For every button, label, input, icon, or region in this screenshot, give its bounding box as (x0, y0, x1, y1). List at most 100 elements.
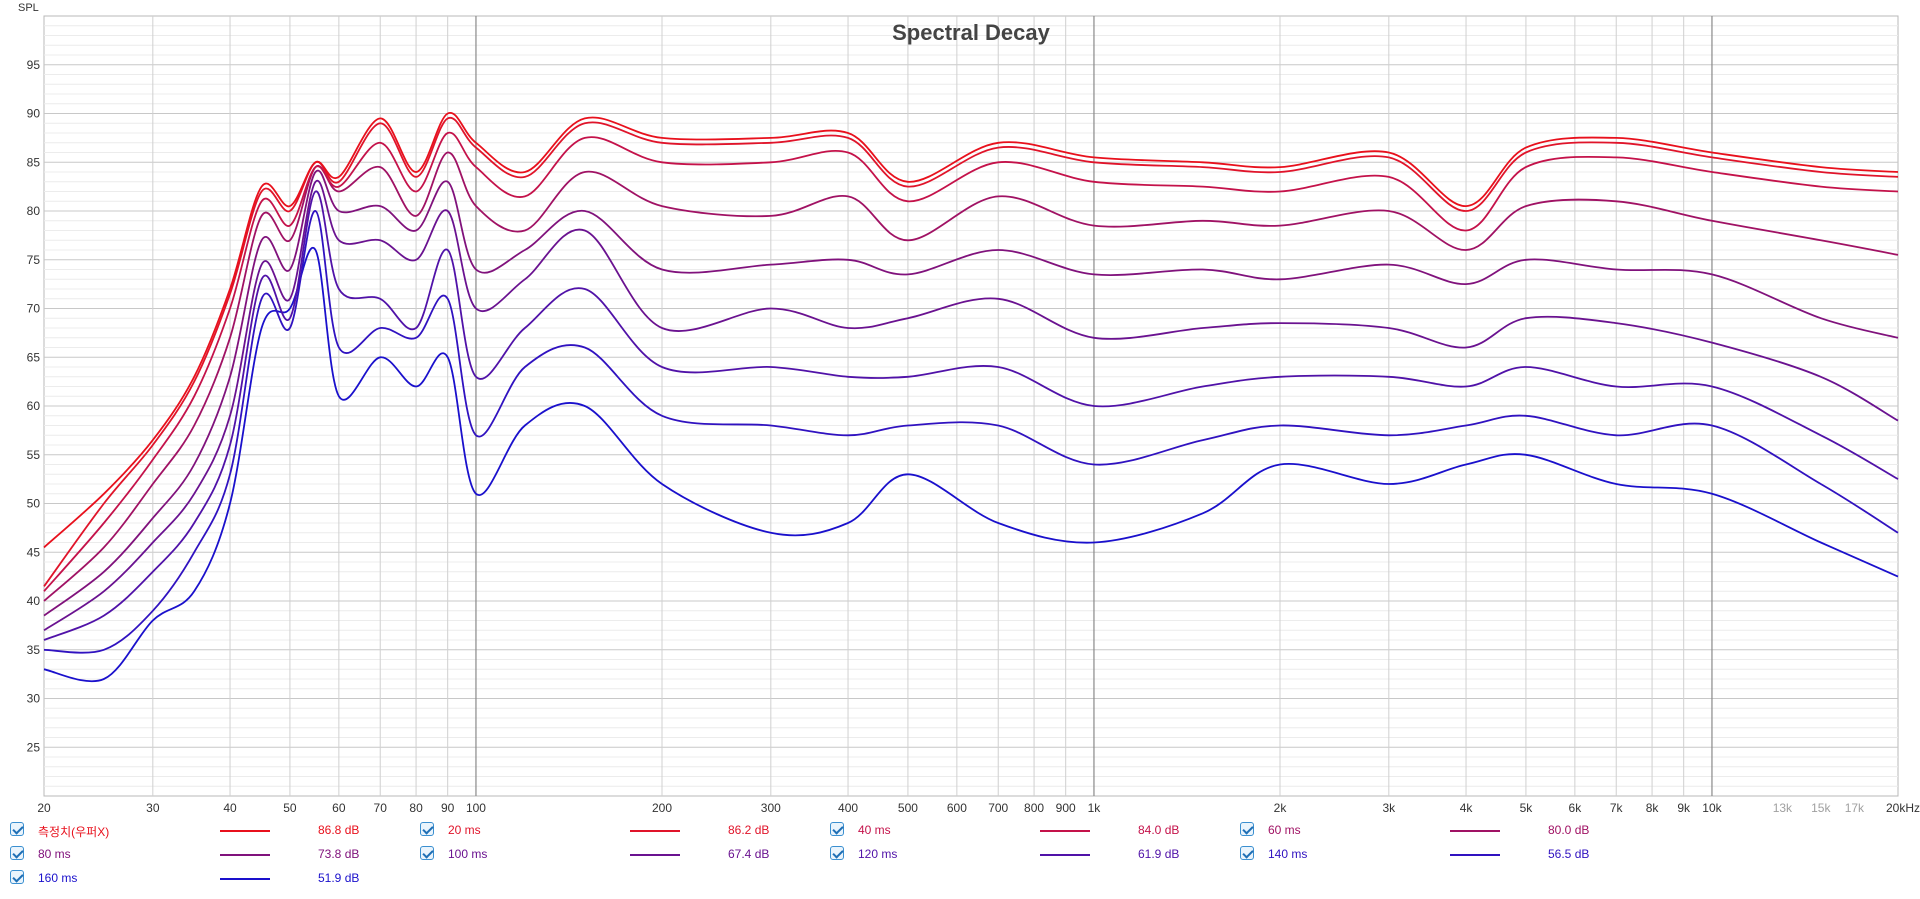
legend-checkbox[interactable] (1240, 822, 1254, 836)
y-tick-label: 45 (27, 545, 41, 559)
x-tick-label: 900 (1056, 801, 1076, 815)
legend-item[interactable]: 120 ms 61.9 dB (830, 844, 1230, 864)
series-line (43, 190, 1899, 641)
legend-checkbox[interactable] (420, 846, 434, 860)
legend-checkbox[interactable] (10, 870, 24, 884)
y-tick-label: 65 (27, 350, 41, 364)
legend-checkbox[interactable] (10, 846, 24, 860)
y-tick-label: 70 (27, 302, 41, 316)
spectral-decay-chart: 25 30 35 40 45 50 55 60 65 70 75 80 85 90 95 20 30 40 50 60… (18, 2, 1920, 815)
legend-series-name: 160 ms (38, 871, 78, 885)
legend-item[interactable]: 60 ms 80.0 dB (1240, 820, 1640, 840)
x-tick-label: 30 (146, 801, 160, 815)
x-tick-label: 20 (37, 801, 51, 815)
legend-series-name: 100 ms (448, 847, 488, 861)
y-axis-label: SPL (18, 2, 39, 14)
legend-item[interactable]: 측정치(우퍼X) 86.8 dB (10, 820, 410, 840)
series-line (43, 179, 1899, 632)
y-tick-label: 50 (27, 497, 41, 511)
legend-item[interactable]: 100 ms 67.4 dB (420, 844, 820, 864)
legend-series-name: 120 ms (858, 847, 898, 861)
series-line (43, 169, 1899, 617)
x-tick-label: 100 (466, 801, 486, 815)
legend: 측정치(우퍼X) 86.8 dB 20 ms 86.2 dB 40 ms 84.0 dB 6… (0, 816, 1920, 899)
y-tick-label: 55 (27, 448, 41, 462)
legend-item[interactable]: 20 ms 86.2 dB (420, 820, 820, 840)
x-tick-label: 60 (332, 801, 346, 815)
legend-series-name: 60 ms (1268, 823, 1301, 837)
legend-series-value: 80.0 dB (1548, 823, 1590, 837)
legend-series-value: 67.4 dB (728, 847, 770, 861)
y-tick-label: 90 (27, 107, 41, 121)
x-tick-label: 2k (1274, 801, 1288, 815)
x-tick-label: 10k (1702, 801, 1722, 815)
legend-item[interactable]: 140 ms 56.5 dB (1240, 844, 1640, 864)
legend-swatch-line (1450, 854, 1500, 856)
chart-title: Spectral Decay (892, 20, 1051, 45)
legend-series-value: 86.8 dB (318, 823, 360, 837)
x-tick-label: 4k (1460, 801, 1474, 815)
legend-series-value: 73.8 dB (318, 847, 360, 861)
legend-series-name: 40 ms (858, 823, 891, 837)
legend-series-name: 20 ms (448, 823, 481, 837)
legend-series-name: 140 ms (1268, 847, 1308, 861)
x-tick-label: 15k (1811, 801, 1831, 815)
legend-item[interactable]: 80 ms 73.8 dB (10, 844, 410, 864)
y-tick-label: 80 (27, 204, 41, 218)
series-layer (43, 112, 1899, 683)
y-tick-label: 60 (27, 399, 41, 413)
legend-series-value: 51.9 dB (318, 871, 360, 885)
legend-series-name: 80 ms (38, 847, 71, 861)
legend-swatch-line (1040, 854, 1090, 856)
y-tick-label: 40 (27, 594, 41, 608)
legend-item[interactable]: 40 ms 84.0 dB (830, 820, 1230, 840)
legend-swatch-line (1450, 830, 1500, 832)
x-tick-label: 70 (374, 801, 388, 815)
x-tick-label: 13k (1773, 801, 1793, 815)
x-tick-label: 17k (1845, 801, 1865, 815)
x-tick-label: 50 (283, 801, 297, 815)
x-tick-label: 400 (838, 801, 858, 815)
x-tick-label: 700 (988, 801, 1008, 815)
x-tick-label: 600 (947, 801, 967, 815)
legend-checkbox[interactable] (830, 846, 844, 860)
y-tick-label: 25 (27, 740, 41, 754)
x-tick-label: 9k (1677, 801, 1691, 815)
x-tick-label: 8k (1646, 801, 1660, 815)
x-tick-label: 3k (1382, 801, 1396, 815)
legend-swatch-line (630, 854, 680, 856)
series-line (43, 246, 1899, 683)
legend-series-value: 86.2 dB (728, 823, 770, 837)
y-tick-label: 30 (27, 692, 41, 706)
legend-series-value: 61.9 dB (1138, 847, 1180, 861)
legend-checkbox[interactable] (420, 822, 434, 836)
series-line (43, 131, 1899, 592)
legend-swatch-line (220, 878, 270, 880)
x-tick-label: 80 (409, 801, 423, 815)
legend-checkbox[interactable] (10, 822, 24, 836)
x-tick-label: 800 (1024, 801, 1044, 815)
series-line (43, 112, 1899, 549)
legend-checkbox[interactable] (830, 822, 844, 836)
y-tick-label: 35 (27, 643, 41, 657)
x-tick-label: 40 (223, 801, 237, 815)
legend-swatch-line (220, 830, 270, 832)
x-tick-label: 500 (898, 801, 918, 815)
series-line (43, 151, 1899, 602)
x-tick-label: 90 (441, 801, 455, 815)
legend-checkbox[interactable] (1240, 846, 1254, 860)
grid (44, 16, 1898, 796)
series-line (43, 210, 1899, 654)
x-tick-label: 200 (652, 801, 672, 815)
legend-item[interactable]: 160 ms 51.9 dB (10, 868, 410, 888)
legend-series-name: 측정치(우퍼X) (38, 825, 110, 839)
x-tick-label: 20kHz (1886, 801, 1920, 815)
series-line (43, 116, 1899, 587)
legend-series-value: 84.0 dB (1138, 823, 1180, 837)
legend-swatch-line (1040, 830, 1090, 832)
y-tick-label: 85 (27, 155, 41, 169)
tick-labels: 25 30 35 40 45 50 55 60 65 70 75 80 85 90 95 20 30 40 50 60… (27, 58, 1920, 815)
legend-swatch-line (630, 830, 680, 832)
y-tick-label: 95 (27, 58, 41, 72)
x-tick-label: 1k (1088, 801, 1102, 815)
